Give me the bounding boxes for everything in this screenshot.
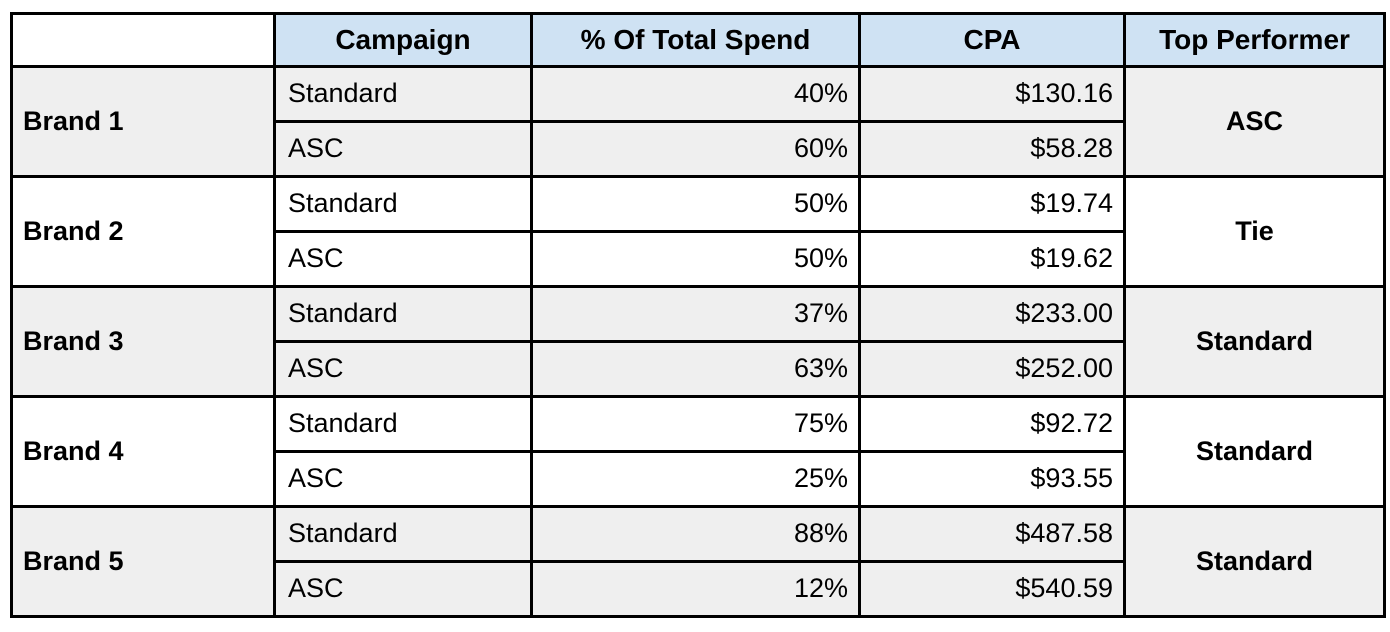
campaign-cell: Standard [273,285,533,343]
brand-cell: Brand 4 [10,395,276,508]
table-row-brand5-standard: Brand 5 Standard 88% $487.58 Standard [10,505,1386,618]
column-header-campaign: Campaign [273,12,533,68]
spend-cell: 60% [530,120,861,178]
spend-cell: 40% [530,65,861,123]
brand-cell: Brand 3 [10,285,276,398]
table-row-brand4-standard: Brand 4 Standard 75% $92.72 Standard [10,395,1386,508]
campaign-performance-table-wrap: Campaign % Of Total Spend CPA Top Perfor… [10,12,1386,618]
brand-cell: Brand 2 [10,175,276,288]
table-row-brand1-asc: ASC 60% $58.28 [12,120,1385,178]
cpa-cell: $58.28 [858,120,1126,178]
spend-cell: 25% [530,450,861,508]
campaign-cell: ASC [273,230,533,288]
cpa-cell: $93.55 [858,450,1126,508]
top-performer-cell: Standard [1123,285,1386,398]
cpa-cell: $19.62 [858,230,1126,288]
table-row-brand3-asc: ASC 63% $252.00 [12,340,1385,398]
spend-cell: 88% [530,505,861,563]
table-row-brand2-standard: Brand 2 Standard 50% $19.74 Tie [10,175,1386,288]
cpa-cell: $487.58 [858,505,1126,563]
campaign-cell: Standard [273,505,533,563]
campaign-cell: ASC [273,450,533,508]
table-row-brand3-standard: Brand 3 Standard 37% $233.00 Standard [10,285,1386,398]
cpa-cell: $92.72 [858,395,1126,453]
campaign-cell: Standard [273,65,533,123]
header-row: Campaign % Of Total Spend CPA Top Perfor… [10,12,1386,68]
spend-cell: 12% [530,560,861,618]
table-row-brand5-asc: ASC 12% $540.59 [12,560,1385,618]
column-header-top-performer: Top Performer [1123,12,1386,68]
corner-cell [10,12,276,68]
column-header-cpa: CPA [858,12,1126,68]
spend-cell: 75% [530,395,861,453]
cpa-cell: $252.00 [858,340,1126,398]
top-performer-cell: ASC [1123,65,1386,178]
campaign-cell: Standard [273,175,533,233]
brand-cell: Brand 5 [10,505,276,618]
spend-cell: 50% [530,230,861,288]
top-performer-cell: Tie [1123,175,1386,288]
spend-cell: 37% [530,285,861,343]
cpa-cell: $540.59 [858,560,1126,618]
table-row-brand1-standard: Brand 1 Standard 40% $130.16 ASC [10,65,1386,178]
spend-cell: 63% [530,340,861,398]
table-row-brand4-asc: ASC 25% $93.55 [12,450,1385,508]
cpa-cell: $130.16 [858,65,1126,123]
column-header-spend: % Of Total Spend [530,12,861,68]
table-row-brand2-asc: ASC 50% $19.62 [12,230,1385,288]
campaign-cell: ASC [273,560,533,618]
campaign-performance-table: Campaign % Of Total Spend CPA Top Perfor… [10,12,1386,618]
spend-cell: 50% [530,175,861,233]
campaign-cell: ASC [273,120,533,178]
cpa-cell: $19.74 [858,175,1126,233]
top-performer-cell: Standard [1123,395,1386,508]
campaign-cell: ASC [273,340,533,398]
top-performer-cell: Standard [1123,505,1386,618]
brand-cell: Brand 1 [10,65,276,178]
cpa-cell: $233.00 [858,285,1126,343]
campaign-cell: Standard [273,395,533,453]
